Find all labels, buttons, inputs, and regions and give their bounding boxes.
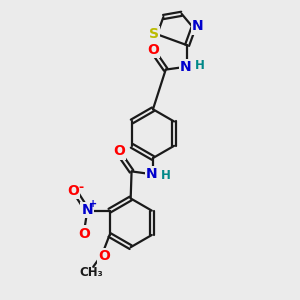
Text: H: H — [160, 169, 170, 182]
Text: N: N — [146, 167, 157, 182]
Text: S: S — [148, 27, 158, 41]
Text: O: O — [147, 43, 159, 57]
Text: +: + — [89, 199, 97, 209]
Text: CH₃: CH₃ — [79, 266, 103, 279]
Text: -: - — [78, 181, 83, 194]
Text: O: O — [68, 184, 79, 198]
Text: O: O — [78, 226, 90, 241]
Text: N: N — [82, 203, 93, 217]
Text: O: O — [113, 145, 125, 158]
Text: H: H — [195, 58, 205, 72]
Text: N: N — [192, 20, 204, 33]
Text: O: O — [99, 249, 110, 263]
Text: N: N — [180, 60, 191, 74]
